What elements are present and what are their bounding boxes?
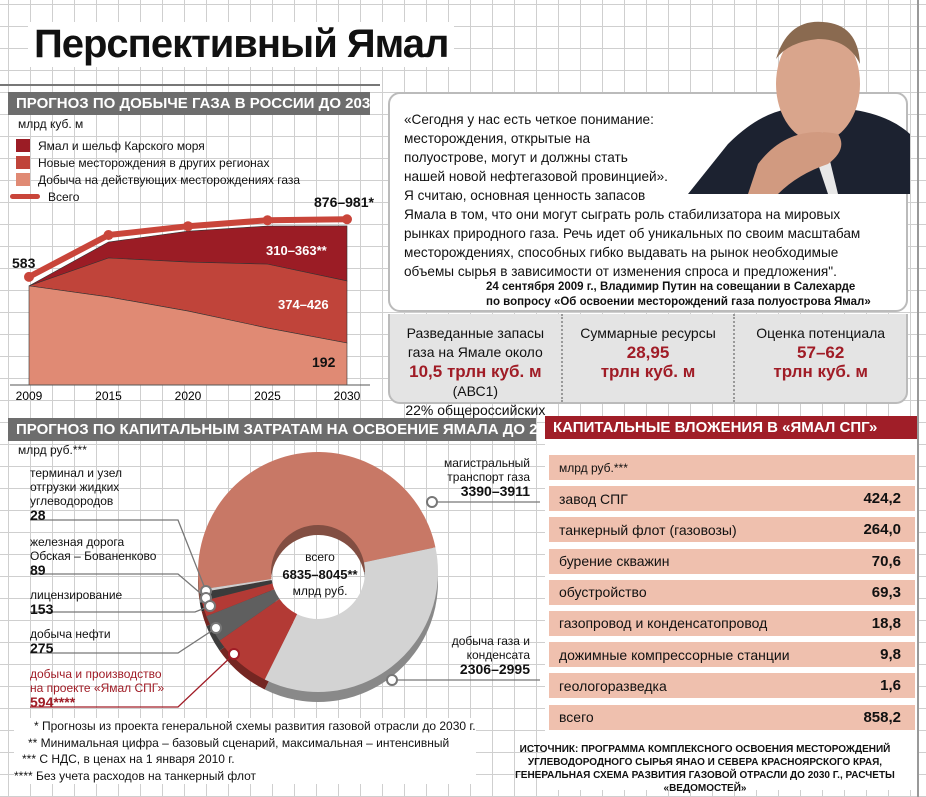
label-new-2030: 374–426 [278, 297, 329, 312]
row-value: 18,8 [871, 614, 901, 632]
row-value: 264,0 [863, 521, 901, 539]
gas-forecast-header: ПРОГНОЗ ПО ДОБЫЧЕ ГАЗА В РОССИИ ДО 2030 … [8, 92, 393, 115]
x-tick-label: 2020 [175, 389, 202, 403]
stat-potential: Оценка потенциала 57–62 трлн куб. м [733, 314, 906, 402]
legend-yamal: Ямал и шельф Карского моря [16, 137, 300, 154]
quote-source: 24 сентября 2009 г., Владимир Путин на с… [486, 281, 871, 308]
row-label: обустройство [559, 584, 647, 601]
quote-text: «Сегодня у нас есть четкое понимание: мес… [404, 112, 861, 279]
right-border [917, 0, 919, 797]
portrait-photo [688, 21, 910, 194]
label-railway: железная дорога Обская – Бованенково 89 [30, 535, 157, 578]
label-gas-production: добыча газа и конденсата 2306–2995 [451, 634, 530, 677]
callout-line [30, 573, 207, 599]
row-label: геологоразведка [559, 677, 667, 694]
stats-panel: Разведанные запасы газа на Ямале около 10,… [388, 314, 908, 418]
label-start: 583 [12, 255, 36, 271]
callout-dot [210, 622, 222, 634]
callout-dot [228, 648, 240, 660]
donut-slice [264, 547, 438, 693]
callout-dot [386, 674, 398, 686]
spg-row: завод СПГ 424,2 [549, 486, 915, 512]
label-existing-2030: 192 [312, 354, 336, 370]
legend-new: Новые месторождения в других регионах [16, 154, 300, 171]
donut-slice [201, 583, 275, 617]
stat-resources: Суммарные ресурсы 28,95 трлн куб. м [560, 314, 734, 402]
x-tick-label: 2025 [254, 389, 281, 403]
source-note: ИСТОЧНИК: ПРОГРАММА КОМПЛЕКСНОГО ОСВОЕНИ… [515, 744, 895, 794]
row-label: завод СПГ [559, 490, 628, 507]
row-value: 69,3 [871, 583, 901, 601]
label-yamal-spg: добыча и производство на проекте «Ямал С… [30, 667, 165, 710]
stat-reserves: Разведанные запасы газа на Ямале около 10,… [405, 325, 546, 418]
spg-unit-row: млрд руб.*** [549, 455, 915, 480]
donut-slice [199, 578, 272, 593]
spg-table: млрд руб.*** завод СПГ 424,2 танкерный фло… [549, 455, 915, 736]
spg-row: дожимные компрессорные станции 9,8 [549, 642, 915, 668]
label-oil: добыча нефти 275 [30, 627, 111, 656]
callout-dot [426, 496, 438, 508]
donut-slice [197, 451, 436, 590]
x-tick-label: 2009 [16, 389, 43, 403]
capex-donut-chart [30, 451, 540, 708]
label-pipeline: магистральный транспорт газа 3390–3911 [443, 456, 530, 499]
donut-slice [219, 598, 298, 680]
label-total-2030: 876–981* [314, 194, 374, 210]
total-point [262, 215, 273, 226]
x-tick-label: 2015 [95, 389, 122, 403]
page-title: Перспективный Ямал [28, 22, 455, 67]
quote-box: «Сегодня у нас есть четкое понимание: мес… [388, 92, 908, 312]
spg-row: обустройство 69,3 [549, 579, 915, 605]
divider [0, 84, 380, 86]
spg-row: геологоразведка 1,6 [549, 673, 915, 699]
donut-center-label: всего 6835–8045** млрд руб. [282, 550, 358, 598]
row-value: 858,2 [863, 708, 901, 726]
gas-legend: Ямал и шельф Карского моря Новые месторо… [10, 137, 300, 205]
spg-row: танкерный флот (газовозы) 264,0 [549, 517, 915, 543]
donut-slice [206, 589, 280, 641]
label-licensing: лицензирование 153 [30, 588, 123, 617]
gas-unit: млрд куб. м [18, 117, 84, 131]
total-point [342, 214, 352, 225]
label-terminal: терминал и узел отгрузки жидких углеводо… [30, 466, 122, 523]
callout-line [30, 653, 235, 708]
x-tick-label: 2030 [334, 389, 361, 403]
callout-dot [204, 600, 216, 612]
row-value: 1,6 [880, 677, 901, 695]
legend-existing: Добыча на действующих месторождениях газ… [16, 171, 300, 188]
row-value: 9,8 [880, 646, 901, 664]
total-point [103, 230, 114, 241]
row-label: всего [559, 709, 594, 725]
row-label: танкерный флот (газовозы) [559, 521, 737, 538]
capex-header: ПРОГНОЗ ПО КАПИТАЛЬНЫМ ЗАТРАТАМ НА ОСВОЕ… [8, 418, 578, 441]
spg-row: всего 858,2 [549, 704, 915, 730]
donut-slice [199, 580, 273, 602]
row-label: газопровод и конденсатопровод [559, 615, 768, 632]
row-value: 424,2 [863, 490, 901, 508]
callout-line [30, 519, 207, 592]
total-point [24, 271, 34, 282]
capex-unit: млрд руб.*** [18, 443, 87, 457]
row-label: дожимные компрессорные станции [559, 646, 790, 663]
legend-total: Всего [10, 188, 300, 205]
spg-row: бурение скважин 70,6 [549, 548, 915, 574]
spg-row: газопровод и конденсатопровод 18,8 [549, 610, 915, 636]
label-yamal-2030: 310–363** [266, 243, 327, 258]
row-label: бурение скважин [559, 553, 670, 570]
total-point [183, 221, 193, 232]
footnotes: * Прогнозы из проекта генеральной схемы … [14, 718, 476, 784]
row-value: 70,6 [871, 552, 901, 570]
spg-header: КАПИТАЛЬНЫЕ ВЛОЖЕНИЯ В «ЯМАЛ СПГ» [545, 416, 917, 439]
callout-line [30, 627, 217, 654]
gas-area-chart: 2009 2015 2020 2025 2030 [10, 214, 370, 403]
